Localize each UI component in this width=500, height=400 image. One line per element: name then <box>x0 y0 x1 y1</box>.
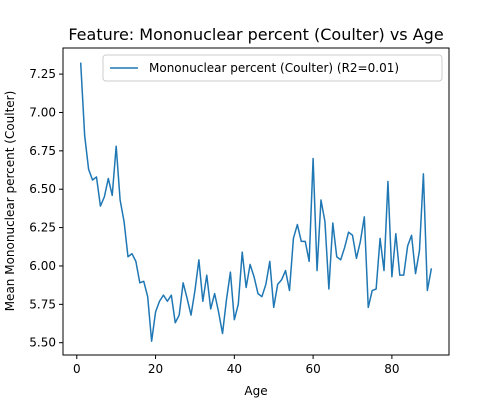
y-axis-label: Mean Mononuclear percent (Coulter) <box>3 91 17 312</box>
plot-area: 0 20 40 60 80 5.50 5.75 6.00 6.25 6.50 6.75 7.00 7.2… <box>29 47 450 376</box>
axes-background <box>63 48 449 355</box>
axes-frame <box>62 47 450 356</box>
x-axis-label: Age <box>244 384 267 398</box>
y-tick-label: 6.50 <box>29 182 56 196</box>
x-tick-label: 0 <box>73 362 81 376</box>
y-tick-label: 5.50 <box>29 336 56 350</box>
legend: Mononuclear percent (Coulter) (R2=0.01) <box>102 54 443 82</box>
series-layer <box>79 62 433 342</box>
series-line-0 <box>79 62 433 342</box>
y-tick-label: 7.00 <box>29 105 56 119</box>
legend-box <box>102 54 443 82</box>
y-tick-label: 6.25 <box>29 221 56 235</box>
ticks-layer: 0 20 40 60 80 5.50 5.75 6.00 6.25 6.50 6.75 7.00 7.2… <box>29 67 399 376</box>
legend-entry-label: Mononuclear percent (Coulter) (R2=0.01) <box>149 61 399 75</box>
chart-title: Feature: Mononuclear percent (Coulter) v… <box>68 25 443 44</box>
x-tick-label: 60 <box>305 362 320 376</box>
x-tick-label: 40 <box>227 362 242 376</box>
y-tick-label: 7.25 <box>29 67 56 81</box>
y-tick-label: 6.00 <box>29 259 56 273</box>
x-tick-label: 80 <box>384 362 399 376</box>
y-tick-label: 6.75 <box>29 144 56 158</box>
y-tick-label: 5.75 <box>29 297 56 311</box>
x-tick-label: 20 <box>148 362 163 376</box>
